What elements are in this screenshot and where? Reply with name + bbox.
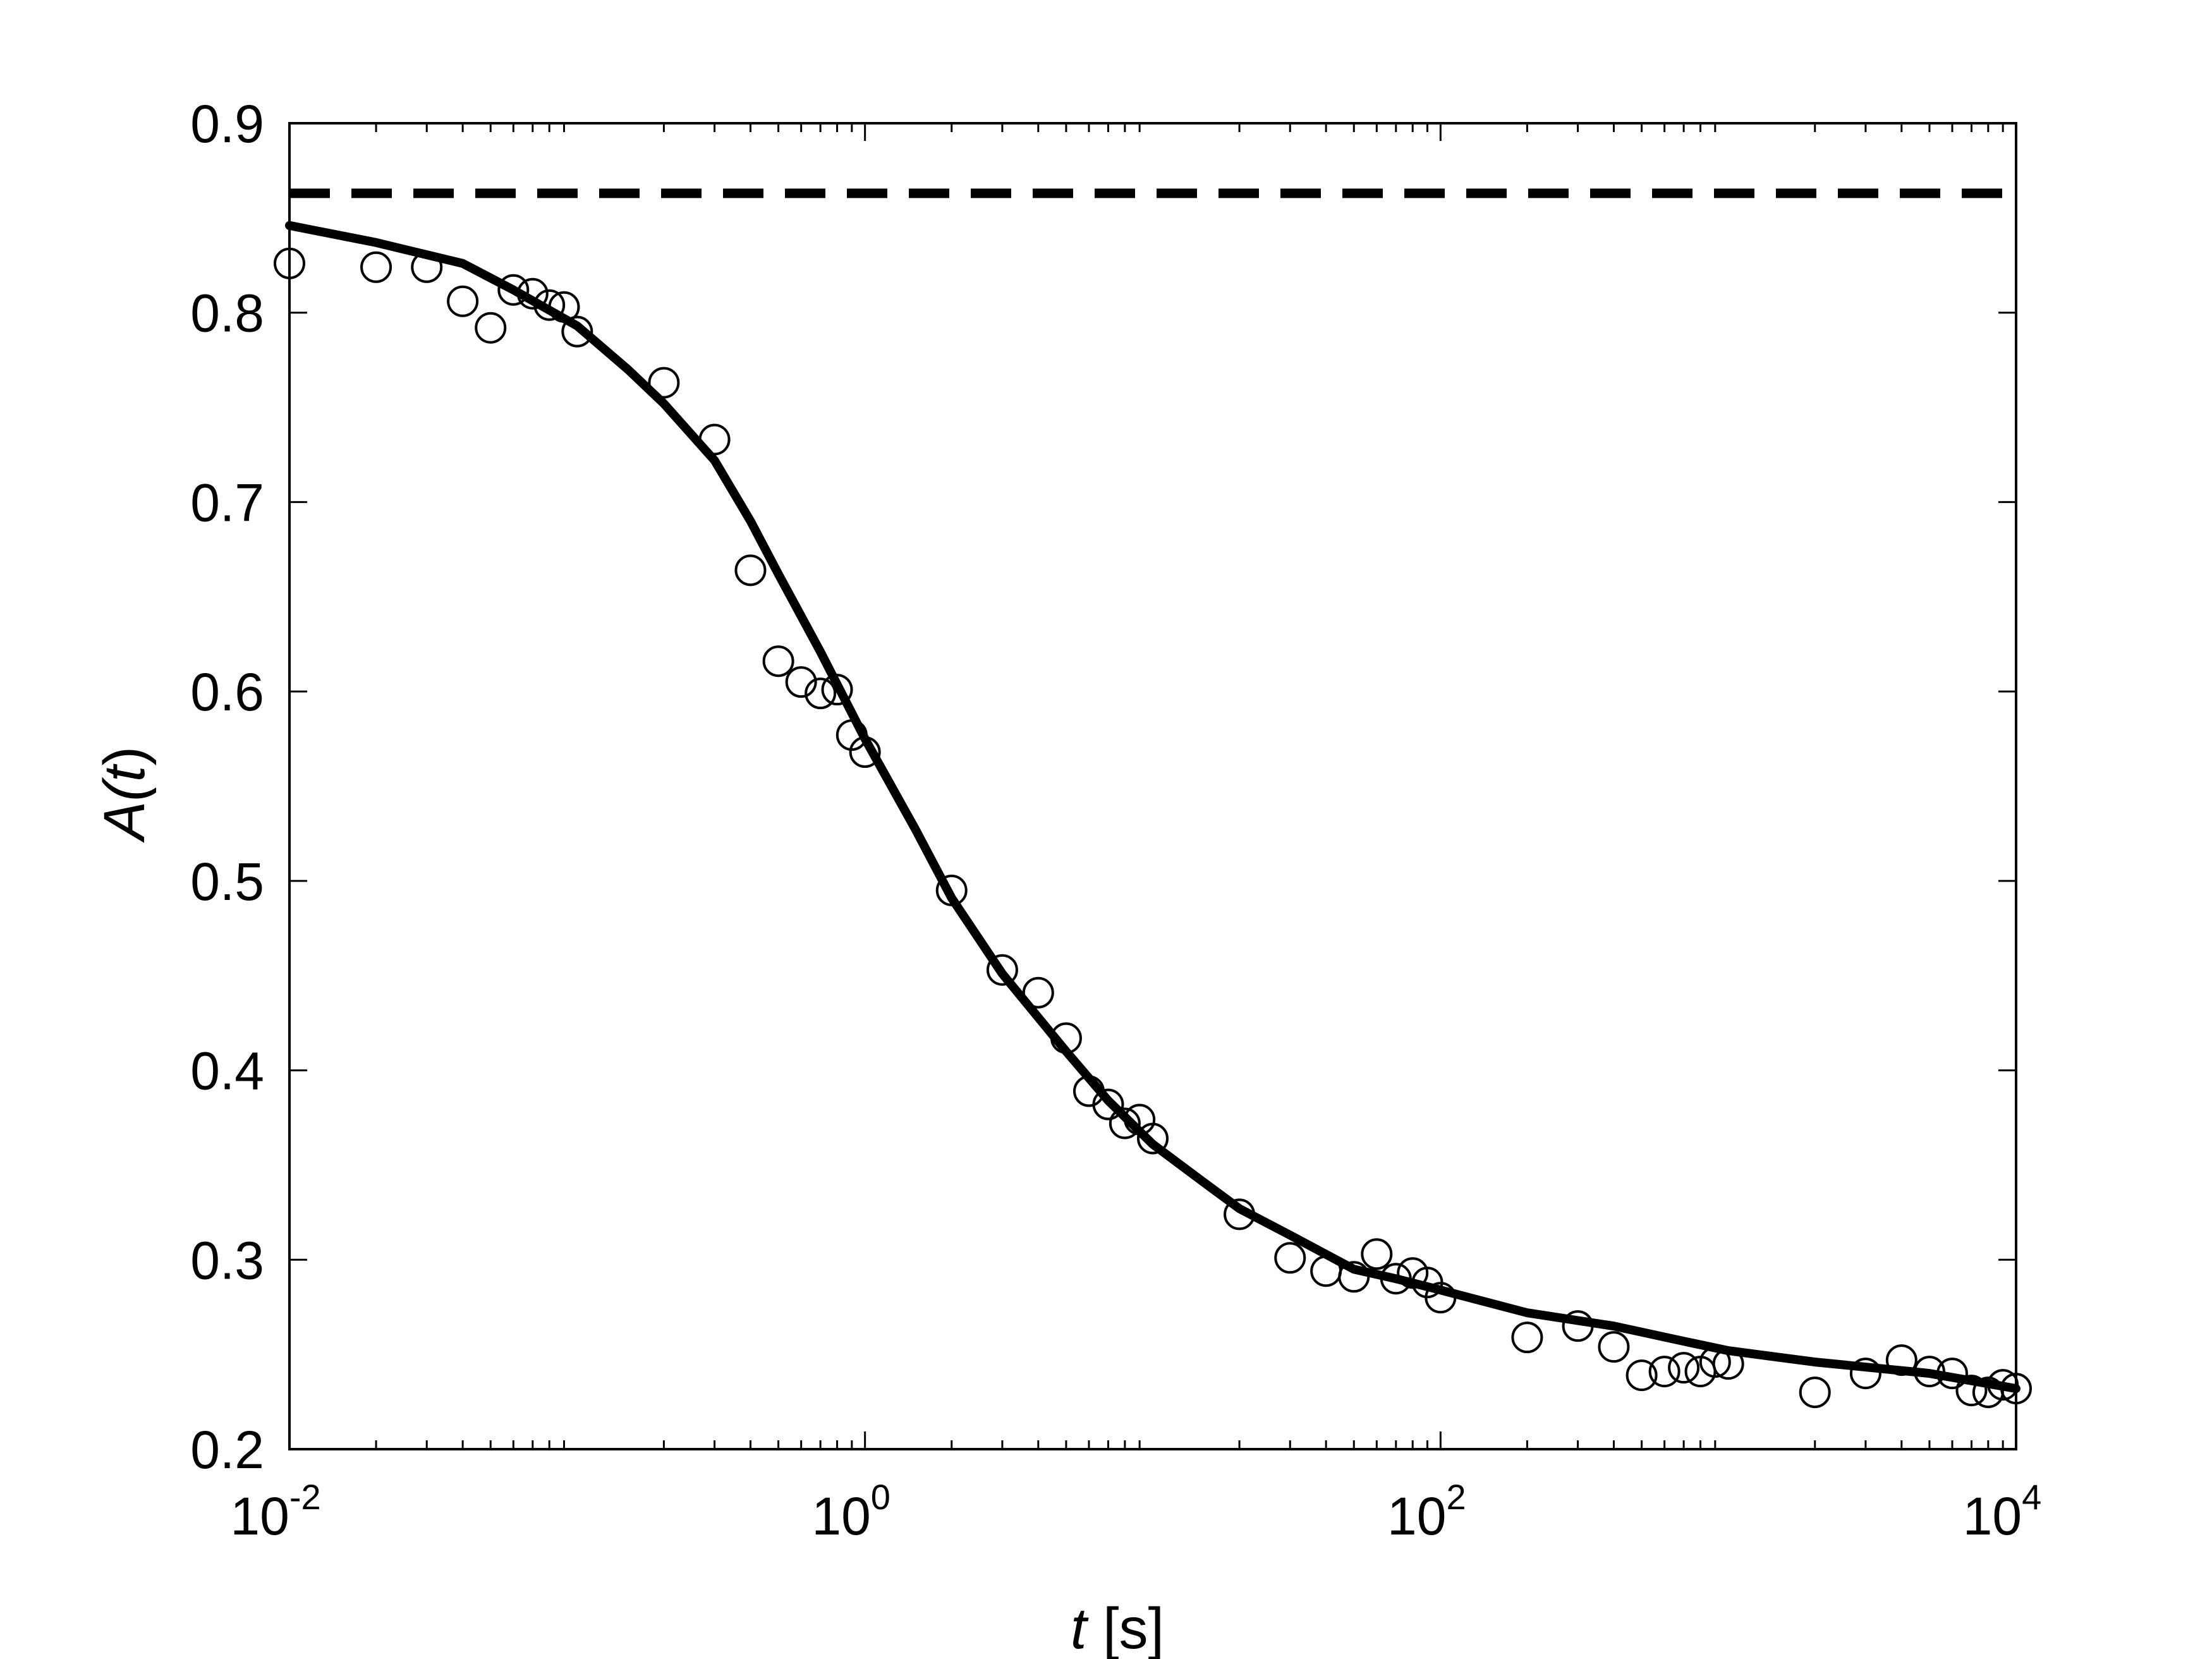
data-point (1022, 976, 1054, 1009)
data-point (475, 312, 507, 344)
data-point (1224, 1198, 1256, 1231)
data-point (1668, 1352, 1700, 1384)
plot-frame (288, 122, 2017, 1450)
data-point (447, 285, 479, 317)
data-point (1849, 1358, 1881, 1390)
data-point (1913, 1356, 1945, 1388)
data-point (849, 736, 881, 769)
x-tick-label: 102 (1387, 1477, 1466, 1546)
data-point (1987, 1369, 2019, 1401)
data-point (698, 423, 731, 456)
y-tick-label: 0.2 (190, 1420, 264, 1480)
data-point (785, 666, 817, 698)
data-point (1338, 1261, 1370, 1293)
x-axis: 10-2 100 102 104 (230, 123, 2041, 1546)
y-axis-label: A(t) (92, 746, 157, 843)
data-point (411, 251, 443, 283)
y-tick-label: 0.7 (190, 473, 264, 532)
data-point (1626, 1359, 1658, 1392)
x-tick-label: 104 (1963, 1477, 2042, 1546)
y-tick-label: 0.5 (190, 852, 264, 911)
data-point (1936, 1358, 1968, 1390)
data-point (1648, 1356, 1680, 1388)
x-axis-label-unit: [s] (1086, 1596, 1164, 1659)
data-point (821, 674, 853, 706)
data-point (516, 277, 549, 310)
data-point (561, 315, 593, 348)
data-point (497, 274, 530, 306)
data-point (805, 678, 837, 710)
data-point (1109, 1107, 1141, 1139)
y-tick-label: 0.9 (190, 94, 264, 154)
data-point (1562, 1310, 1594, 1342)
data-point (548, 291, 580, 323)
data-point (762, 645, 794, 678)
data-point (1361, 1238, 1393, 1270)
data-point (1274, 1242, 1306, 1274)
data-point (533, 289, 566, 321)
x-tick-label: 10-2 (230, 1477, 320, 1546)
x-axis-label-variable: t (1071, 1596, 1089, 1659)
data-point (1885, 1344, 1917, 1376)
data-point (1799, 1376, 1831, 1409)
data-point (360, 251, 392, 283)
y-tick-label: 0.6 (190, 662, 264, 722)
data-point (1425, 1282, 1457, 1314)
y-tick-label: 0.3 (190, 1231, 264, 1290)
y-tick-label: 0.4 (190, 1042, 264, 1101)
x-axis-label: t [s] (1071, 1596, 1164, 1659)
data-point (1955, 1375, 1988, 1407)
y-axis: 0.2 0.3 0.4 0.5 0.6 0.7 0.8 0.9 (190, 94, 2016, 1480)
data-point (1092, 1088, 1124, 1121)
x-tick-label: 100 (811, 1477, 890, 1546)
data-point (1511, 1322, 1543, 1354)
data-point (1699, 1346, 1731, 1378)
data-point (734, 554, 767, 586)
data-point (1712, 1348, 1744, 1380)
data-point (986, 954, 1018, 986)
data-point (935, 874, 968, 906)
data-point (1050, 1022, 1082, 1054)
data-point (1137, 1122, 1169, 1155)
data-point (1380, 1263, 1412, 1295)
data-point (648, 367, 680, 399)
fit-line (285, 221, 2021, 1394)
y-tick-label: 0.8 (190, 284, 264, 343)
data-point (1598, 1331, 1630, 1363)
